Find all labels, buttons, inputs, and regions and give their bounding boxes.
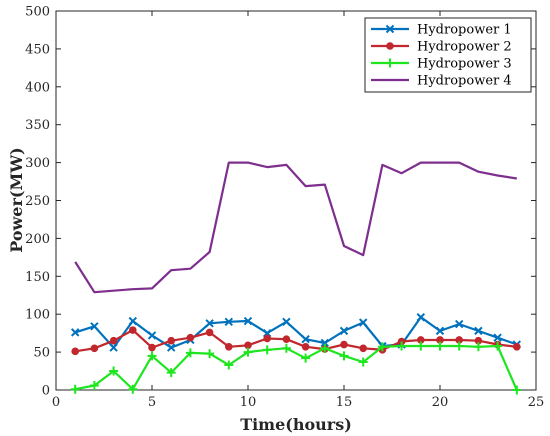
data-point (493, 341, 503, 351)
y-tick-label: 0 (42, 384, 50, 399)
legend-label: Hydropower 2 (417, 40, 512, 55)
data-point (512, 385, 522, 395)
data-point (282, 335, 291, 344)
data-point (385, 58, 395, 68)
series-1 (70, 313, 522, 352)
y-axis-label: Power(MW) (7, 147, 26, 252)
data-point (225, 342, 233, 351)
data-point (205, 319, 214, 328)
x-tick-label: 15 (336, 395, 353, 410)
data-point (166, 368, 176, 378)
data-point (70, 384, 80, 394)
data-point (397, 341, 407, 351)
y-axis-ticks: 0 50 100 150 200 250 300 350 400 450 500 (25, 5, 536, 399)
data-point (320, 338, 330, 348)
legend-item: Hydropower 4 (371, 74, 512, 89)
x-tick-label: 25 (528, 395, 545, 410)
data-point (185, 348, 195, 358)
series-layer (70, 161, 522, 395)
data-point (109, 343, 118, 352)
data-point (109, 366, 119, 376)
data-point (262, 345, 272, 355)
data-point (224, 317, 234, 326)
data-point (474, 326, 483, 336)
data-point (71, 347, 79, 356)
data-point (377, 342, 387, 352)
data-point (473, 342, 483, 352)
x-axis-label: Time(hours) (240, 415, 352, 434)
data-point (205, 328, 214, 337)
data-point (358, 318, 368, 327)
legend-item: Hydropower 2 (371, 40, 512, 55)
data-point (128, 316, 138, 326)
legend: Hydropower 1 Hydropower 2 Hydropower 3 Hydr… (364, 17, 532, 93)
data-point (301, 353, 311, 363)
y-tick-label: 100 (25, 308, 50, 323)
data-point (70, 328, 80, 337)
x-tick-label: 20 (432, 395, 449, 410)
legend-label: Hydropower 3 (417, 57, 512, 72)
series-line (74, 161, 517, 294)
data-point (358, 357, 368, 367)
data-point (435, 341, 445, 351)
data-point (386, 42, 394, 50)
data-point (454, 319, 464, 329)
series-2 (71, 326, 521, 356)
data-point (416, 341, 426, 351)
data-point (385, 24, 395, 34)
data-point (435, 326, 445, 336)
data-point (493, 333, 502, 342)
data-point (454, 341, 464, 351)
data-point (90, 344, 99, 353)
legend-item: Hydropower 1 (371, 23, 512, 38)
data-point (90, 322, 99, 331)
data-point (147, 351, 157, 361)
y-tick-label: 300 (25, 156, 50, 171)
data-point (340, 340, 348, 349)
data-point (166, 343, 176, 352)
data-point (513, 342, 521, 351)
data-point (129, 326, 137, 334)
data-point (244, 341, 252, 350)
x-tick-label: 5 (148, 395, 156, 410)
data-point (89, 380, 99, 390)
data-point (147, 331, 157, 340)
data-point (167, 336, 175, 345)
data-point (243, 316, 253, 326)
data-point (205, 349, 215, 359)
series-3 (70, 341, 522, 395)
y-tick-label: 200 (25, 232, 50, 247)
data-point (301, 335, 310, 344)
data-point (301, 342, 310, 351)
x-axis-ticks: 0 5 10 15 20 25 (52, 11, 544, 410)
y-tick-label: 50 (33, 346, 50, 361)
data-point (282, 317, 291, 326)
data-point (359, 344, 368, 353)
y-tick-label: 400 (25, 80, 50, 95)
legend-label: Hydropower 1 (417, 23, 512, 38)
series-4 (74, 161, 517, 294)
data-point (148, 343, 156, 352)
data-point (224, 360, 234, 370)
data-point (109, 336, 118, 345)
data-point (243, 347, 253, 357)
data-point (186, 333, 195, 342)
y-tick-label: 500 (25, 5, 50, 20)
legend-label: Hydropower 4 (417, 74, 512, 89)
x-tick-label: 0 (52, 395, 60, 410)
data-point (263, 334, 272, 343)
data-point (128, 384, 138, 394)
data-point (416, 313, 426, 322)
y-tick-label: 350 (25, 118, 50, 133)
y-tick-label: 150 (25, 270, 50, 285)
x-tick-label: 10 (240, 395, 257, 410)
legend-item: Hydropower 3 (371, 57, 512, 72)
data-point (339, 326, 349, 336)
y-tick-label: 250 (25, 194, 50, 209)
data-point (320, 343, 330, 353)
y-tick-label: 450 (25, 42, 50, 57)
data-point (339, 351, 349, 361)
data-point (281, 343, 291, 353)
